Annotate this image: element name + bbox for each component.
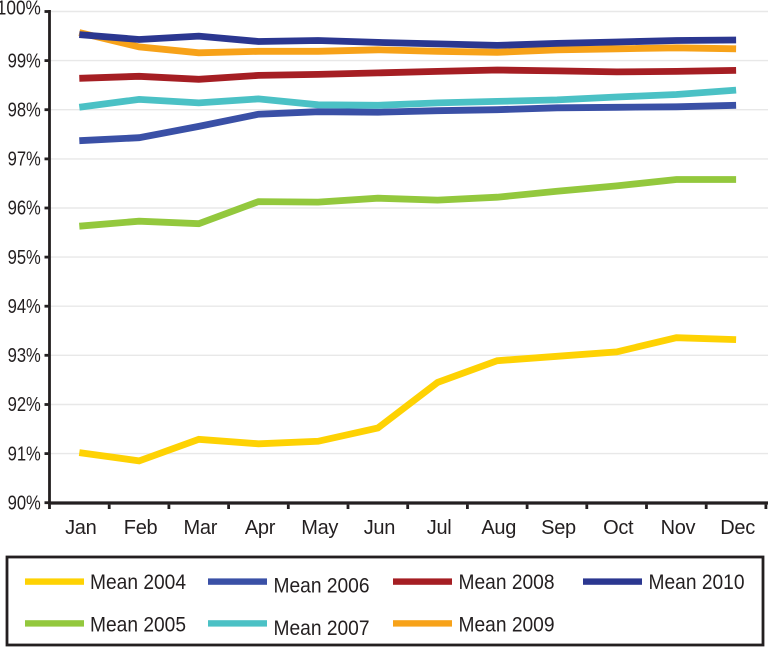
svg-text:96%: 96% <box>8 198 41 220</box>
svg-text:Nov: Nov <box>661 517 696 539</box>
svg-text:97%: 97% <box>8 149 41 171</box>
svg-text:90%: 90% <box>8 492 41 514</box>
svg-text:Apr: Apr <box>245 517 276 539</box>
svg-text:100%: 100% <box>0 0 41 19</box>
svg-text:Mean 2007: Mean 2007 <box>274 617 370 640</box>
svg-text:Dec: Dec <box>720 517 755 539</box>
svg-text:Mar: Mar <box>184 517 218 539</box>
svg-text:Mean 2006: Mean 2006 <box>274 575 370 598</box>
svg-text:Mean 2009: Mean 2009 <box>459 614 555 637</box>
svg-text:Jun: Jun <box>364 517 395 539</box>
svg-text:99%: 99% <box>8 50 41 72</box>
svg-text:98%: 98% <box>8 99 41 121</box>
svg-text:Mean 2010: Mean 2010 <box>649 571 745 594</box>
svg-text:91%: 91% <box>8 443 41 465</box>
svg-text:92%: 92% <box>8 394 41 416</box>
svg-text:May: May <box>301 517 338 539</box>
svg-text:Oct: Oct <box>603 517 634 539</box>
svg-text:Aug: Aug <box>481 517 516 539</box>
svg-text:Sep: Sep <box>541 517 576 539</box>
svg-text:Jan: Jan <box>65 517 96 539</box>
svg-text:94%: 94% <box>8 296 41 318</box>
svg-text:Jul: Jul <box>427 517 452 539</box>
svg-text:95%: 95% <box>8 247 41 269</box>
svg-text:Mean 2004: Mean 2004 <box>90 571 186 594</box>
svg-text:Mean 2005: Mean 2005 <box>90 614 186 637</box>
svg-text:Mean 2008: Mean 2008 <box>459 571 555 594</box>
svg-text:93%: 93% <box>8 345 41 367</box>
svg-text:Feb: Feb <box>124 517 158 539</box>
